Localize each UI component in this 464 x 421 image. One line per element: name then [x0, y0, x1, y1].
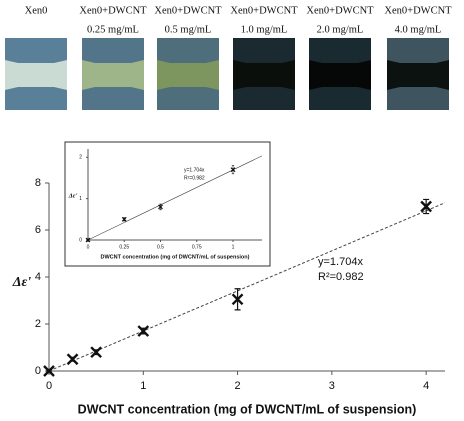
x-tick-label: 0.75	[192, 244, 202, 250]
data-point	[137, 325, 150, 337]
sample-band	[309, 60, 371, 90]
data-point	[231, 293, 244, 306]
x-tick-label: 0	[46, 380, 52, 392]
panel-label: 0.5 mg/mL	[165, 24, 212, 35]
x-tick-label: 0.25	[119, 244, 129, 250]
panel-label: Xen0+DWCNT	[230, 5, 298, 16]
y-tick-label: 0	[35, 365, 41, 377]
x-tick-label: 2	[235, 380, 241, 392]
x-tick-label: 0	[87, 244, 90, 250]
sample-band	[5, 60, 67, 90]
y-axis-label: Δε'	[12, 275, 32, 290]
y-tick-label: 2	[79, 155, 82, 161]
y-axis-label: Δε'	[68, 192, 78, 199]
panel-label: 4.0 mg/mL	[395, 24, 442, 35]
panel-label: 0.25 mg/mL	[87, 24, 139, 35]
panel-label: 2.0 mg/mL	[317, 24, 364, 35]
panel-label: 1.0 mg/mL	[241, 24, 288, 35]
data-point	[420, 200, 432, 213]
inset-frame	[64, 141, 271, 267]
sample-band	[387, 60, 449, 90]
panel-label: Xen0+DWCNT	[306, 5, 374, 16]
fit-annotation: y=1.704x	[318, 256, 363, 268]
x-tick-label: 0.5	[157, 244, 164, 250]
trend-line	[48, 202, 446, 372]
sample-band	[82, 60, 144, 90]
fit-annotation: R²=0.982	[184, 175, 205, 181]
sample-band	[233, 60, 295, 90]
y-tick-label: 0	[79, 237, 82, 243]
panel-label: Xen0	[25, 5, 48, 16]
fit-annotation: y=1.704x	[184, 167, 205, 173]
data-point	[158, 204, 163, 210]
data-point	[121, 216, 127, 222]
data-point	[43, 365, 55, 377]
data-point	[230, 167, 236, 173]
data-point	[85, 237, 91, 243]
fit-annotation: R²=0.982	[318, 271, 364, 283]
data-point	[66, 353, 79, 366]
panel-label: Xen0+DWCNT	[79, 5, 147, 16]
x-tick-label: 3	[329, 380, 335, 392]
x-axis-label: DWCNT concentration (mg of DWCNT/mL of s…	[100, 254, 249, 260]
y-tick-label: 1	[79, 196, 82, 202]
y-tick-label: 4	[35, 271, 41, 283]
x-axis-label: DWCNT concentration (mg of DWCNT/mL of s…	[78, 402, 417, 416]
panel-label: Xen0+DWCNT	[384, 5, 452, 16]
x-tick-label: 4	[423, 380, 429, 392]
panel-label: Xen0+DWCNT	[154, 5, 222, 16]
x-tick-label: 1	[140, 380, 146, 392]
y-tick-label: 8	[35, 177, 41, 189]
sample-band	[157, 60, 219, 90]
y-tick-label: 6	[35, 224, 41, 236]
x-tick-label: 1	[232, 244, 235, 250]
y-tick-label: 2	[35, 318, 41, 330]
data-point	[90, 346, 102, 359]
